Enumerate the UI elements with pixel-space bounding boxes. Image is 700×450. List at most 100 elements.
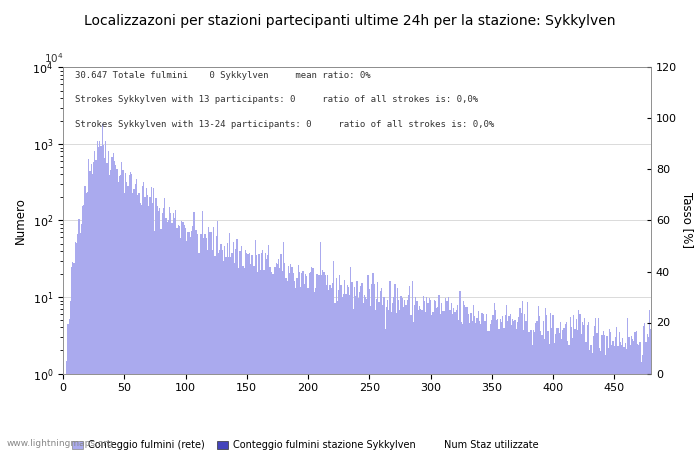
Bar: [255, 240, 256, 450]
Bar: [612, 341, 614, 450]
Bar: [606, 336, 608, 450]
Bar: [66, 361, 67, 450]
Bar: [480, 324, 482, 450]
Bar: [183, 225, 185, 450]
Bar: [575, 319, 577, 450]
Bar: [142, 186, 144, 450]
Bar: [585, 342, 587, 450]
Bar: [598, 318, 599, 450]
Bar: [343, 294, 344, 450]
Bar: [513, 321, 514, 450]
Bar: [638, 345, 639, 450]
Bar: [90, 164, 92, 450]
Text: $10^4$: $10^4$: [43, 52, 63, 65]
Bar: [426, 297, 428, 450]
Bar: [262, 250, 263, 450]
Bar: [526, 302, 528, 450]
Bar: [583, 325, 584, 450]
Bar: [227, 243, 228, 450]
Bar: [556, 328, 557, 450]
Bar: [312, 268, 314, 450]
Bar: [511, 325, 512, 450]
Bar: [361, 283, 363, 450]
Bar: [317, 274, 318, 450]
Bar: [279, 268, 281, 450]
Bar: [594, 326, 595, 450]
Bar: [323, 272, 325, 450]
Bar: [550, 313, 551, 450]
Bar: [217, 221, 218, 450]
Bar: [356, 281, 358, 450]
Bar: [240, 251, 241, 450]
Bar: [407, 300, 408, 450]
Bar: [617, 346, 619, 450]
Bar: [152, 203, 153, 450]
Bar: [274, 267, 276, 450]
Bar: [588, 322, 589, 450]
Bar: [374, 310, 376, 450]
Bar: [516, 329, 517, 450]
Bar: [69, 319, 70, 450]
Bar: [270, 267, 271, 450]
Bar: [113, 153, 114, 450]
Bar: [225, 257, 227, 450]
Bar: [191, 231, 193, 450]
Bar: [448, 297, 449, 450]
Bar: [421, 310, 423, 450]
Bar: [172, 223, 173, 450]
Bar: [381, 288, 382, 450]
Bar: [540, 331, 541, 450]
Bar: [627, 318, 629, 450]
Bar: [327, 274, 328, 450]
Bar: [464, 305, 466, 450]
Bar: [603, 331, 604, 450]
Bar: [573, 315, 575, 450]
Bar: [604, 335, 605, 450]
Bar: [397, 288, 398, 450]
Bar: [272, 274, 273, 450]
Bar: [456, 310, 457, 450]
Bar: [170, 213, 172, 450]
Bar: [501, 322, 502, 450]
Bar: [137, 194, 139, 450]
Bar: [351, 283, 353, 450]
Bar: [492, 315, 493, 450]
Bar: [479, 321, 480, 450]
Bar: [175, 210, 176, 450]
Bar: [482, 314, 484, 450]
Bar: [451, 303, 452, 450]
Bar: [110, 171, 111, 450]
Bar: [386, 307, 387, 450]
Bar: [167, 222, 168, 450]
Bar: [348, 287, 349, 450]
Bar: [494, 303, 495, 450]
Bar: [523, 330, 524, 450]
Bar: [102, 124, 103, 450]
Bar: [459, 291, 461, 450]
Bar: [371, 284, 372, 450]
Bar: [399, 310, 400, 450]
Bar: [522, 301, 523, 450]
Bar: [469, 323, 470, 450]
Bar: [154, 231, 155, 450]
Bar: [487, 331, 489, 450]
Bar: [387, 300, 388, 450]
Bar: [261, 253, 262, 450]
Bar: [75, 242, 76, 450]
Bar: [473, 305, 474, 450]
Bar: [74, 263, 75, 450]
Bar: [209, 232, 211, 450]
Bar: [181, 221, 183, 450]
Bar: [505, 315, 506, 450]
Bar: [395, 313, 397, 450]
Bar: [230, 257, 232, 450]
Bar: [232, 242, 234, 450]
Bar: [649, 310, 650, 450]
Bar: [428, 298, 430, 450]
Bar: [176, 228, 178, 450]
Bar: [158, 211, 159, 450]
Bar: [355, 296, 356, 450]
Bar: [624, 343, 626, 450]
Bar: [632, 339, 634, 450]
Bar: [578, 310, 580, 450]
